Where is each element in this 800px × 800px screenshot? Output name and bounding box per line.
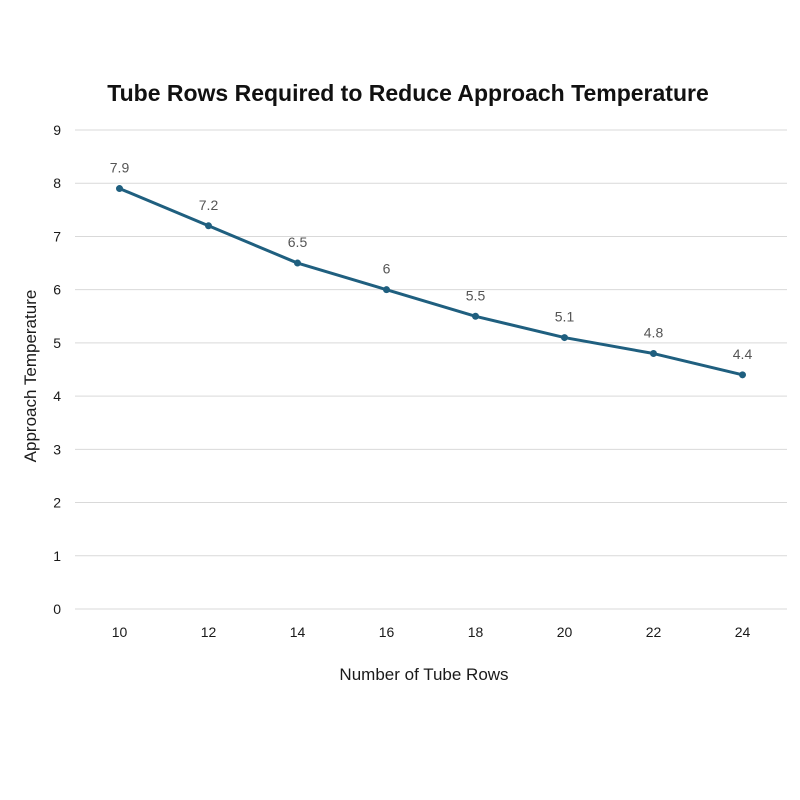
x-tick-label: 22: [646, 624, 662, 640]
gridlines: [75, 129, 787, 610]
y-tick-label: 5: [53, 335, 61, 351]
data-label: 4.8: [644, 325, 664, 341]
y-tick-label: 7: [53, 228, 61, 244]
data-label: 5.5: [466, 287, 486, 303]
y-tick-label: 2: [53, 495, 61, 511]
x-tick-label: 10: [112, 624, 128, 640]
chart-title: Tube Rows Required to Reduce Approach Te…: [107, 80, 709, 106]
data-point: [472, 312, 479, 320]
y-axis-label: Approach Temperature: [21, 290, 40, 463]
y-tick-label: 4: [53, 388, 61, 404]
data-label: 5.1: [555, 309, 575, 325]
x-axis-label: Number of Tube Rows: [339, 665, 508, 684]
y-tick-label: 8: [53, 175, 61, 191]
data-point: [383, 286, 390, 294]
x-tick-label: 24: [735, 624, 751, 640]
y-tick-label: 0: [53, 601, 61, 617]
x-tick-label: 12: [201, 624, 217, 640]
y-tick-label: 3: [53, 441, 61, 457]
data-label: 4.4: [733, 346, 753, 362]
data-point: [650, 350, 657, 358]
data-label: 6.5: [288, 234, 308, 250]
x-tick-label: 18: [468, 624, 484, 640]
x-tick-label: 20: [557, 624, 573, 640]
y-tick-label: 1: [53, 548, 61, 564]
data-point: [116, 185, 123, 193]
x-axis-ticks: 10 12 14 16 18 20 22 24: [112, 624, 751, 640]
x-tick-label: 16: [379, 624, 395, 640]
series-line: [118, 187, 744, 377]
data-point: [561, 334, 568, 342]
series-layer: [116, 185, 746, 379]
y-axis-ticks: 0 1 2 3 4 5 6 7 8 9: [53, 122, 61, 617]
data-label: 7.2: [199, 197, 219, 213]
data-label: 7.9: [110, 160, 130, 176]
data-point: [205, 222, 212, 230]
data-labels: 7.9 7.2 6.5 6 5.5 5.1 4.8 4.4: [110, 160, 753, 362]
data-point: [739, 371, 746, 379]
x-tick-label: 14: [290, 624, 306, 640]
data-label: 6: [383, 261, 391, 277]
y-tick-label: 6: [53, 282, 61, 298]
data-point: [294, 259, 301, 267]
y-tick-label: 9: [53, 122, 61, 138]
